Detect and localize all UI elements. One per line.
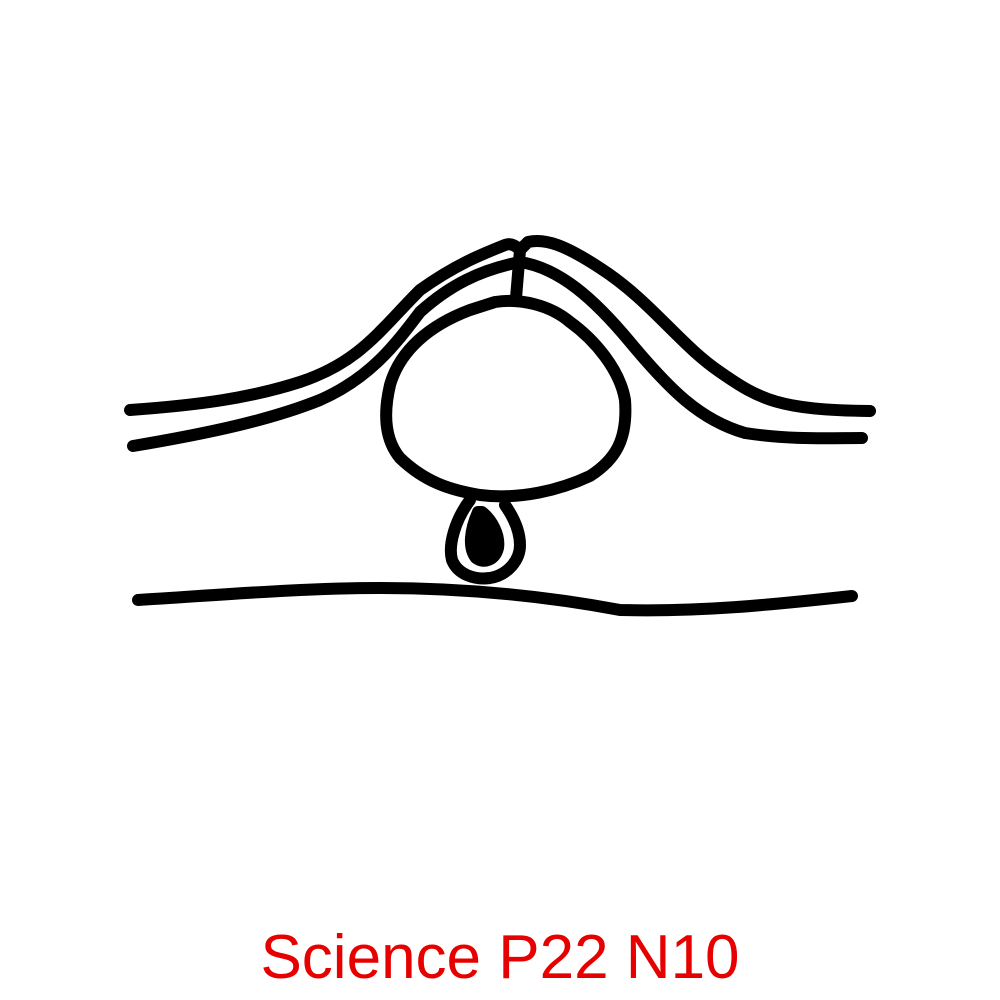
radicle-outline xyxy=(444,494,526,585)
figure-caption: Science P22 N10 xyxy=(260,923,740,992)
outer-arch-line xyxy=(124,235,876,417)
ground-line xyxy=(132,582,858,617)
seed-stalk xyxy=(510,244,526,304)
inner-arch-line xyxy=(127,256,868,452)
seed-body xyxy=(380,294,632,503)
radicle-tip xyxy=(465,506,505,567)
